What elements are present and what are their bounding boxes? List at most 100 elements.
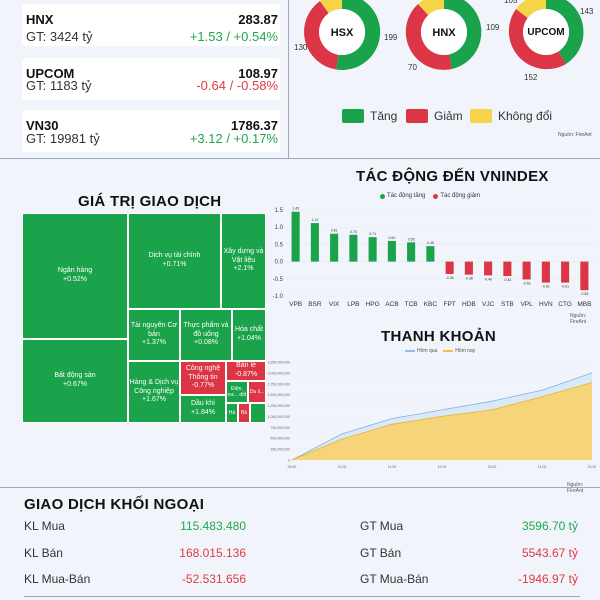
impact-bar-hvn[interactable] <box>541 261 550 283</box>
impact-category-label: HPG <box>366 301 380 308</box>
divider-horizontal <box>0 158 600 159</box>
impact-data-label: 0.45 <box>427 241 434 245</box>
liquidity-ytick: 2,250,000,000 <box>268 361 290 365</box>
foreign-title: GIAO DỊCH KHỐI NGOẠI <box>24 496 205 513</box>
impact-legend: Tác động tăng Tác động giảm <box>380 193 480 199</box>
divider-footer <box>24 596 580 597</box>
treemap-cell-real-estate[interactable]: Bất động sản +0.67% <box>22 339 128 423</box>
impact-ytick: 0.5 <box>275 242 284 248</box>
liquidity-legend-prev: Hôm qua <box>417 348 438 354</box>
impact-category-label: KBC <box>424 301 438 308</box>
foreign-row-buy-volume: KL Mua 115.483.480 <box>24 519 246 533</box>
impact-bar-lpb[interactable] <box>349 234 358 262</box>
impact-category-label: ACB <box>385 301 398 308</box>
index-card-hnx: HNX 283.87 GT: 3424 tỷ +1.53 / +0.54% <box>22 4 280 46</box>
impact-data-label: -0.40 <box>484 277 492 281</box>
liquidity-ytick: 1,500,000,000 <box>268 393 290 397</box>
liquidity-ytick: 1,000,000,000 <box>268 415 290 419</box>
impact-bar-hdb[interactable] <box>464 261 473 275</box>
liquidity-ytick: 0 <box>288 459 290 463</box>
liquidity-ytick: 500,000,000 <box>271 437 291 441</box>
impact-category-label: VPB <box>289 301 302 308</box>
impact-data-label: -0.42 <box>503 278 511 282</box>
impact-data-label: 0.81 <box>331 229 338 233</box>
donut-upcom-top: 105 <box>504 0 518 5</box>
impact-bar-vpl[interactable] <box>522 261 531 280</box>
treemap-cell-basic-resources[interactable]: Tài nguyên Cơ bản +1.37% <box>128 309 180 361</box>
treemap-cell-utilities[interactable]: Điện, nư... dốt <box>226 381 248 403</box>
liquidity-xtick: 10:00 <box>338 465 347 469</box>
treemap-cell-it[interactable]: Công nghệ Thông tin -0.77% <box>180 361 226 395</box>
liquidity-xtick: 15:00 <box>588 465 596 469</box>
impact-ytick: -1.0 <box>273 294 284 300</box>
treemap-cell-oil-gas[interactable]: Dầu khí +1.84% <box>180 395 226 423</box>
impact-bar-hpg[interactable] <box>368 237 377 262</box>
treemap-cell-chemicals[interactable]: Hóa chất +1.04% <box>232 309 266 361</box>
index-value: 283.87 <box>238 12 278 27</box>
index-name: HNX <box>26 12 54 27</box>
treemap-cell-banking[interactable]: Ngân hàng +0.52% <box>22 213 128 339</box>
liquidity-ytick: 1,250,000,000 <box>268 404 290 408</box>
foreign-row-buy-value: GT Mua 3596.70 tỷ <box>360 519 578 533</box>
liquidity-xtick: 14:00 <box>538 465 547 469</box>
donut-hsx-right: 199 <box>384 33 398 42</box>
impact-data-label: -0.52 <box>523 281 531 285</box>
impact-bar-vix[interactable] <box>330 233 339 262</box>
liquidity-title: THANH KHOẢN <box>381 328 496 345</box>
index-turnover: GT: 19981 tỷ <box>26 131 100 146</box>
impact-ytick: 0.0 <box>275 260 284 266</box>
index-change: +1.53 / +0.54% <box>189 29 278 44</box>
impact-bar-mbb[interactable] <box>580 261 589 291</box>
impact-bar-vpb[interactable] <box>291 211 300 262</box>
source-note-breadth: Nguồn: FireAnt <box>558 132 592 138</box>
impact-legend-up: Tác động tăng <box>387 193 426 199</box>
impact-bar-ctg[interactable] <box>561 261 570 283</box>
impact-bar-kbc[interactable] <box>426 246 435 262</box>
treemap-cell-food-beverage[interactable]: Thực phẩm và đồ uống +0.08% <box>180 309 232 361</box>
market-breadth-donuts: HSX 130 199 HNX 70 109 UPCOM 105 143 152 <box>294 0 594 82</box>
treemap-cell-small-2[interactable]: Bả <box>238 403 250 423</box>
treemap-cell-small-3[interactable] <box>250 403 266 423</box>
treemap-cell-retail[interactable]: Bán lẻ -0.87% <box>226 361 266 381</box>
treemap-cell-small-1[interactable]: Hà <box>226 403 238 423</box>
liquidity-ytick: 2,000,000,000 <box>268 371 290 375</box>
sector-treemap: Ngân hàng +0.52% Bất động sản +0.67% Dịch … <box>22 213 266 423</box>
impact-bar-acb[interactable] <box>387 240 396 262</box>
treemap-cell-industrial-goods[interactable]: Hàng & Dịch vụ Công nghiệp +1.67% <box>128 361 180 423</box>
impact-bar-stb[interactable] <box>503 261 512 277</box>
impact-category-label: FPT <box>443 301 455 308</box>
foreign-row-sell-value: GT Bán 5543.67 tỷ <box>360 546 578 560</box>
breadth-legend-flat: Không đổi <box>470 109 552 123</box>
donut-upcom <box>508 0 584 70</box>
impact-bar-vjc[interactable] <box>484 261 493 276</box>
impact-category-label: CTG <box>558 301 572 308</box>
impact-bar-tcb[interactable] <box>407 242 416 262</box>
index-turnover: GT: 1183 tỷ <box>26 78 92 93</box>
breadth-legend-down: Giảm <box>406 109 463 123</box>
index-name: VN30 <box>26 118 59 133</box>
liquidity-ytick: 750,000,000 <box>271 426 291 430</box>
breadth-legend-up: Tăng <box>342 109 397 123</box>
impact-data-label: 0.78 <box>350 230 357 234</box>
donut-hsx <box>304 0 381 70</box>
liquidity-xtick: 12:00 <box>438 465 447 469</box>
donut-hnx-right: 109 <box>486 23 500 32</box>
liquidity-area-today <box>292 382 592 460</box>
liquidity-xtick: 13:00 <box>488 465 497 469</box>
index-value: 1786.37 <box>231 118 278 133</box>
liquidity-xtick: 11:00 <box>388 465 397 469</box>
legend-dot-down <box>433 193 439 199</box>
impact-ytick: 1.5 <box>275 208 284 214</box>
divider-lower <box>0 487 600 488</box>
impact-bar-bsr[interactable] <box>310 223 319 262</box>
impact-data-label: -0.38 <box>465 277 473 281</box>
donut-hnx-label: HNX <box>432 27 456 39</box>
treemap-cell-travel[interactable]: Du lị... <box>248 381 266 403</box>
treemap-cell-financial-services[interactable]: Dịch vụ tài chính +0.71% <box>128 213 221 309</box>
donut-upcom-label: UPCOM <box>527 27 564 38</box>
liquidity-line-prev <box>291 372 593 461</box>
impact-data-label: 0.56 <box>408 237 415 241</box>
impact-bar-fpt[interactable] <box>445 261 454 274</box>
treemap-cell-construction[interactable]: Xây dựng và Vật liệu +2.1% <box>221 213 266 309</box>
liquidity-area-chart: 2,250,000,000 2,000,000,000 1,750,000,000 1… <box>268 361 596 470</box>
